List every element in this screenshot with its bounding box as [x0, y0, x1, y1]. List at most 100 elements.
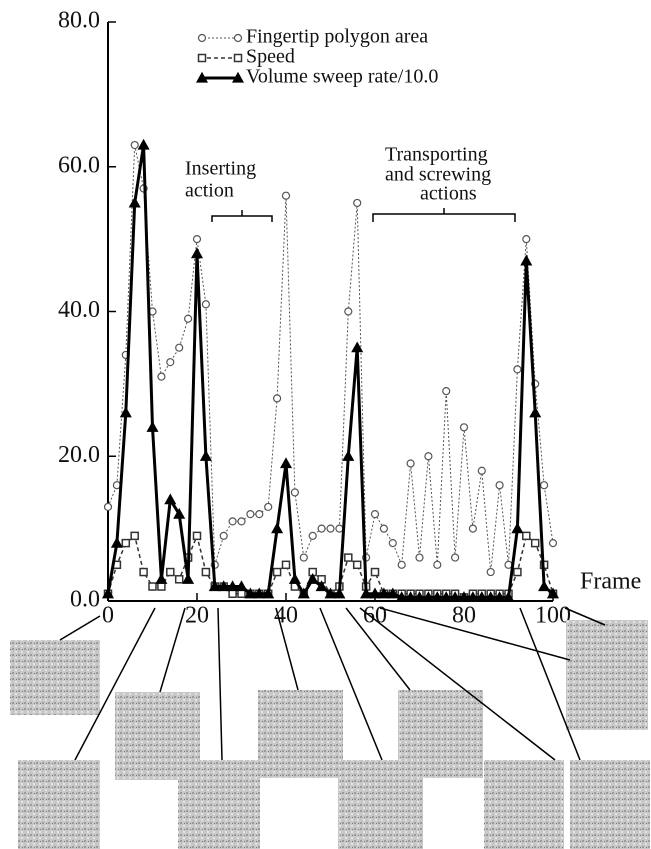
thumbnail [566, 620, 648, 730]
point [194, 236, 201, 243]
point [318, 525, 325, 532]
point [272, 524, 282, 533]
legend-label: Fingertip polygon area [246, 26, 428, 48]
point [229, 518, 236, 525]
thumbnail [258, 690, 343, 778]
point [183, 574, 193, 583]
point [122, 540, 129, 547]
bracket [212, 210, 272, 222]
point [176, 344, 183, 351]
point [514, 569, 521, 576]
thumbnail [178, 760, 260, 849]
x-tick-label: 60 [363, 603, 387, 629]
thumbnail [484, 760, 564, 849]
point [229, 590, 236, 597]
point [539, 582, 549, 591]
point [541, 482, 548, 489]
point [283, 192, 290, 199]
x-tick-label: 80 [452, 603, 476, 629]
point [238, 518, 245, 525]
point [131, 532, 138, 539]
point [131, 142, 138, 149]
legend-marker [199, 35, 206, 42]
point [352, 343, 362, 352]
point [202, 569, 209, 576]
point [512, 524, 522, 533]
point [167, 569, 174, 576]
point [461, 424, 468, 431]
point [148, 422, 158, 431]
y-tick-label: 80.0 [58, 8, 100, 34]
point [309, 532, 316, 539]
point [416, 554, 423, 561]
point [478, 467, 485, 474]
annotation: action [185, 180, 234, 202]
annotation: Transporting [385, 144, 488, 166]
point [398, 561, 405, 568]
thumbnail [398, 690, 483, 778]
point [105, 503, 112, 510]
point [523, 532, 530, 539]
point [247, 511, 254, 518]
point [220, 532, 227, 539]
point [425, 453, 432, 460]
annotation: actions [420, 183, 477, 205]
point [149, 583, 156, 590]
point [274, 569, 281, 576]
point [192, 249, 202, 258]
point [140, 569, 147, 576]
legend-marker [235, 35, 242, 42]
x-tick-label: 100 [535, 603, 571, 629]
point [380, 525, 387, 532]
point [202, 301, 209, 308]
point [407, 460, 414, 467]
point [389, 540, 396, 547]
point [265, 503, 272, 510]
point [139, 140, 149, 149]
point [532, 540, 539, 547]
point [372, 511, 379, 518]
point [345, 554, 352, 561]
point [238, 590, 245, 597]
x-tick-label: 0 [102, 603, 114, 629]
legend-label: Volume sweep rate/10.0 [246, 66, 438, 88]
legend-label: Speed [246, 46, 295, 68]
annotation: Inserting [185, 158, 256, 180]
point [158, 583, 165, 590]
figure: 0.020.040.060.080.0020406080100FrameInse… [0, 0, 651, 849]
thumbnails [10, 608, 650, 849]
point [167, 359, 174, 366]
bracket [373, 208, 515, 222]
point [300, 554, 307, 561]
y-tick-label: 20.0 [58, 442, 100, 468]
point [165, 495, 175, 504]
point [201, 451, 211, 460]
point [514, 366, 521, 373]
legend-marker [235, 55, 242, 62]
point [176, 576, 183, 583]
point [550, 540, 557, 547]
point [281, 458, 291, 467]
point [469, 525, 476, 532]
point [487, 569, 494, 576]
point [112, 538, 122, 547]
x-tick-label: 20 [185, 603, 209, 629]
point [185, 315, 192, 322]
point [283, 561, 290, 568]
point [354, 199, 361, 206]
point [443, 388, 450, 395]
thumbnail [18, 760, 100, 849]
point [256, 511, 263, 518]
y-tick-label: 0.0 [70, 587, 100, 613]
point [336, 525, 343, 532]
point [345, 308, 352, 315]
point [158, 373, 165, 380]
point [434, 561, 441, 568]
point [291, 489, 298, 496]
point [156, 574, 166, 583]
point [343, 451, 353, 460]
point [523, 236, 530, 243]
y-tick-label: 60.0 [58, 152, 100, 178]
point [452, 554, 459, 561]
